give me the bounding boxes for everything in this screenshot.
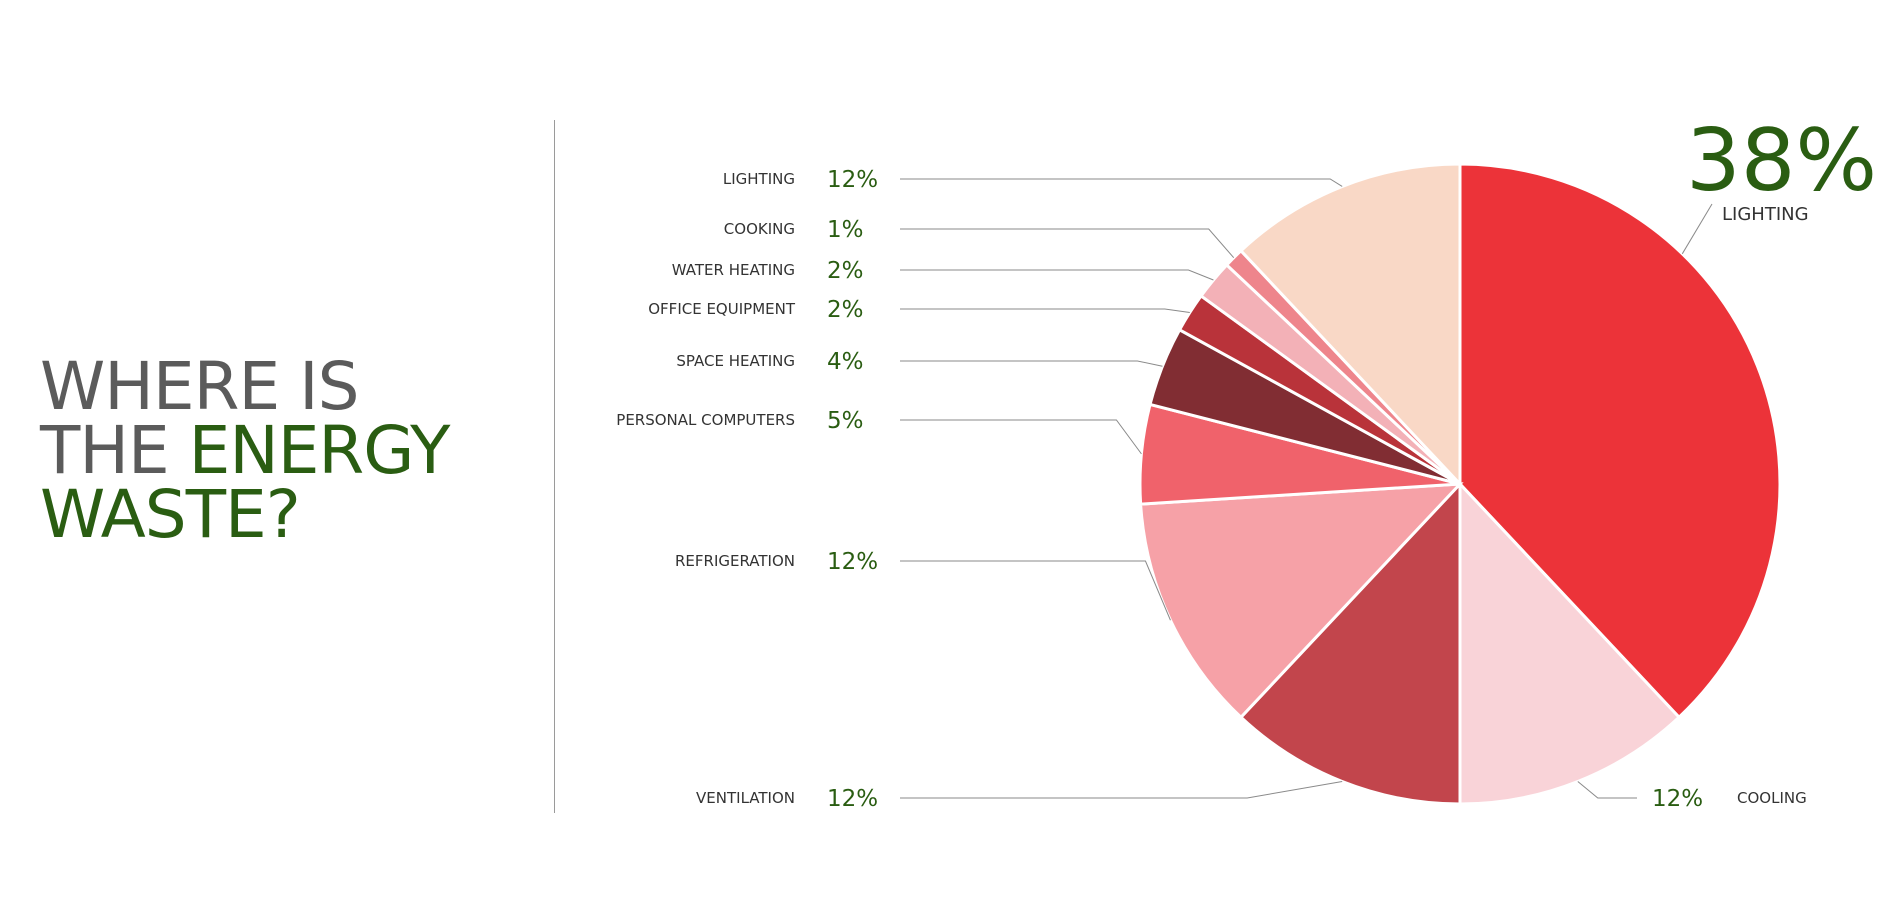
leader-line-7: [900, 269, 1214, 281]
slice-percent-8: 1%: [827, 217, 864, 243]
pie-slice-0: [1458, 162, 1782, 720]
slice-label-refrigeration-3: REFRIGERATION: [675, 552, 795, 570]
slice-percent-4: 5%: [827, 408, 864, 434]
headline-line-2-start: THE: [40, 412, 189, 489]
pie-slice-1: [1458, 480, 1682, 806]
slice-label-lighting-9: LIGHTING: [723, 170, 795, 188]
slice-label-space-heating-5: SPACE HEATING: [676, 352, 795, 370]
leader-line-0: [1681, 203, 1713, 255]
slice-label-cooling: COOLING: [1737, 789, 1807, 807]
pie-slice-2: [1238, 480, 1462, 806]
slice-percent-6: 2%: [827, 297, 864, 323]
slice-percent-3: 12%: [827, 549, 878, 575]
slice-label-lighting-main: LIGHTING: [1722, 204, 1809, 225]
divider: [554, 120, 555, 813]
slice-label-ventilation-2: VENTILATION: [696, 789, 795, 807]
slice-label-water-heating-7: WATER HEATING: [672, 261, 795, 279]
leader-line-1: [1577, 781, 1637, 799]
headline-line-3: WASTE?: [40, 476, 301, 553]
leader-line-5: [900, 360, 1163, 367]
slice-label-cooking-8: COOKING: [724, 220, 795, 238]
slice-percent-0: 38%: [1686, 111, 1877, 211]
leader-line-6: [900, 308, 1190, 314]
pie-slice-9: [1238, 162, 1462, 488]
slice-percent-2: 12%: [827, 786, 878, 812]
leader-line-2: [900, 781, 1343, 799]
slice-percent-9: 12%: [827, 167, 878, 193]
headline-line-2-accent: ENERGY: [188, 412, 451, 489]
leader-line-4: [900, 419, 1142, 455]
slice-label-personal-computers-4: PERSONAL COMPUTERS: [616, 411, 795, 429]
headline: WHERE IS THE ENERGY WASTE?: [40, 354, 451, 548]
slice-percent-7: 2%: [827, 258, 864, 284]
headline-line-1: WHERE IS: [40, 348, 359, 425]
slice-label-office-equipment-6: OFFICE EQUIPMENT: [648, 300, 796, 318]
slice-percent-1: 12%: [1652, 786, 1703, 812]
slice-percent-5: 4%: [827, 349, 864, 375]
leader-line-3: [900, 560, 1171, 621]
leader-line-8: [900, 228, 1235, 259]
leader-line-9: [900, 178, 1343, 187]
